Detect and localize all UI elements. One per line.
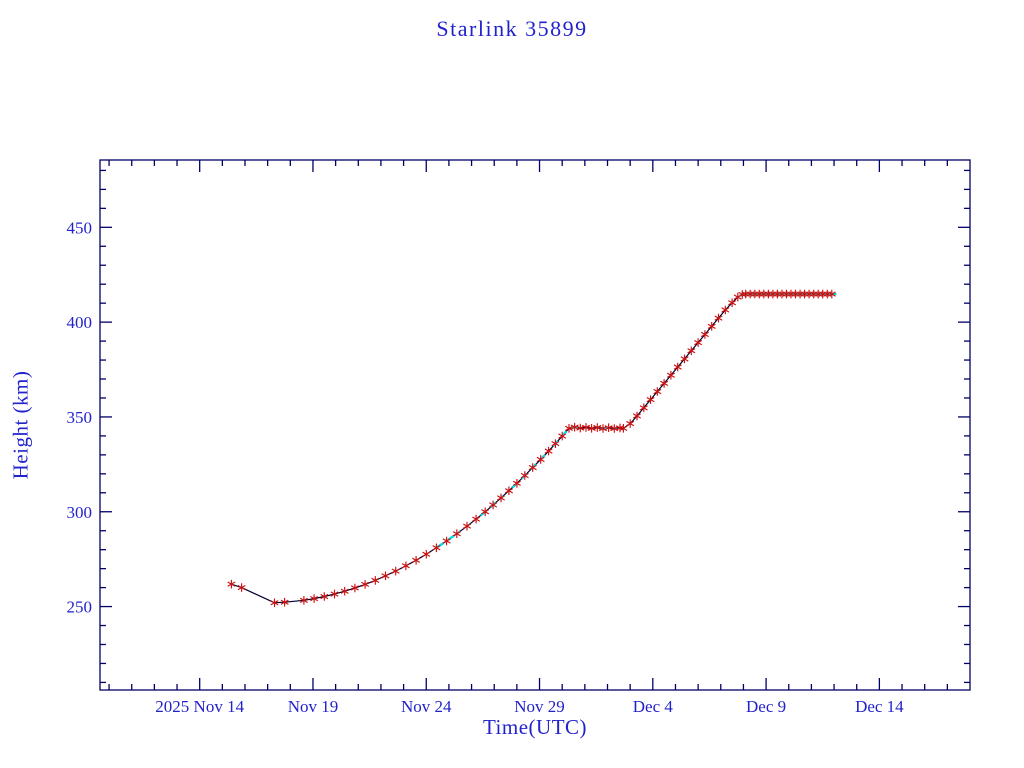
y-tick-label: 250	[67, 598, 93, 617]
orbit-height-line	[231, 293, 837, 604]
data-point-asterisk	[653, 387, 662, 396]
predicted-segments	[436, 292, 837, 548]
data-point-asterisk	[565, 424, 573, 433]
data-point-asterisk	[680, 354, 689, 364]
x-tick-label: Dec 9	[746, 697, 786, 716]
data-point-asterisk	[512, 479, 521, 488]
data-point-asterisk	[632, 411, 641, 421]
data-point-asterisk	[497, 493, 505, 503]
data-point-asterisk	[544, 446, 553, 456]
chart-title: Starlink 35899	[436, 16, 588, 41]
y-tick-label: 400	[67, 313, 93, 332]
data-point-asterisk	[520, 471, 529, 480]
data-point-asterisk	[504, 486, 513, 495]
y-tick-label: 300	[67, 503, 93, 522]
data-point-asterisk	[619, 424, 628, 433]
tick-labels: 250 300 350 400 450 2025 Nov 14 Nov 19 Nov 24 No…	[67, 218, 905, 716]
data-point-asterisk	[489, 500, 498, 510]
data-point-asterisk	[280, 597, 289, 607]
x-tick-label: 2025 Nov 14	[155, 697, 244, 716]
data-point-asterisk	[728, 298, 737, 308]
data-point-asterisk	[673, 362, 682, 372]
data-point-asterisk	[401, 561, 410, 571]
data-point-asterisk	[422, 549, 431, 559]
x-tick-label: Nov 24	[401, 697, 452, 716]
data-point-asterisk	[391, 566, 400, 576]
data-point-asterisk	[340, 586, 349, 596]
data-point-asterisk	[412, 556, 421, 565]
data-point-asterisk	[299, 596, 308, 605]
data-point-asterisk	[381, 571, 390, 581]
data-point-asterisk	[320, 592, 329, 601]
x-tick-label: Nov 19	[288, 697, 339, 716]
data-point-asterisk	[666, 370, 675, 380]
data-point-asterisk	[371, 576, 380, 585]
data-point-asterisk	[536, 455, 545, 464]
data-point-asterisk	[714, 313, 723, 323]
data-point-asterisk	[551, 439, 560, 448]
data-point-asterisk	[472, 514, 481, 524]
data-point-asterisk	[330, 589, 339, 599]
data-point-asterisk	[227, 579, 236, 589]
data-point-asterisk	[270, 598, 279, 608]
observation-markers	[227, 289, 836, 608]
data-point-asterisk	[626, 419, 635, 428]
data-point-asterisk	[481, 507, 490, 517]
data-point-asterisk	[639, 403, 648, 413]
data-point-asterisk	[558, 431, 567, 441]
data-point-asterisk	[700, 330, 709, 339]
data-point-asterisk	[687, 346, 696, 356]
data-point-asterisk	[827, 289, 836, 299]
data-point-asterisk	[442, 536, 451, 546]
y-tick-label: 450	[67, 218, 93, 237]
data-point-asterisk	[463, 521, 472, 531]
data-point-asterisk	[694, 338, 703, 347]
data-point-asterisk	[310, 594, 319, 603]
data-point-asterisk	[707, 322, 716, 331]
y-tick-label: 350	[67, 408, 93, 427]
x-tick-label: Dec 4	[633, 697, 674, 716]
data-point-asterisk	[237, 583, 246, 592]
axis-frame	[99, 159, 971, 691]
data-point-asterisk	[350, 583, 359, 593]
x-axis-label: Time(UTC)	[482, 715, 588, 739]
x-tick-label: Dec 14	[855, 697, 904, 716]
data-point-asterisk	[361, 580, 370, 589]
data-point-asterisk	[432, 543, 441, 553]
data-point-asterisk	[660, 379, 669, 388]
x-tick-label: Nov 29	[514, 697, 565, 716]
data-point-asterisk	[646, 395, 655, 404]
data-point-asterisk	[528, 463, 537, 472]
data-point-asterisk	[721, 305, 730, 315]
data-point-asterisk	[452, 529, 461, 538]
